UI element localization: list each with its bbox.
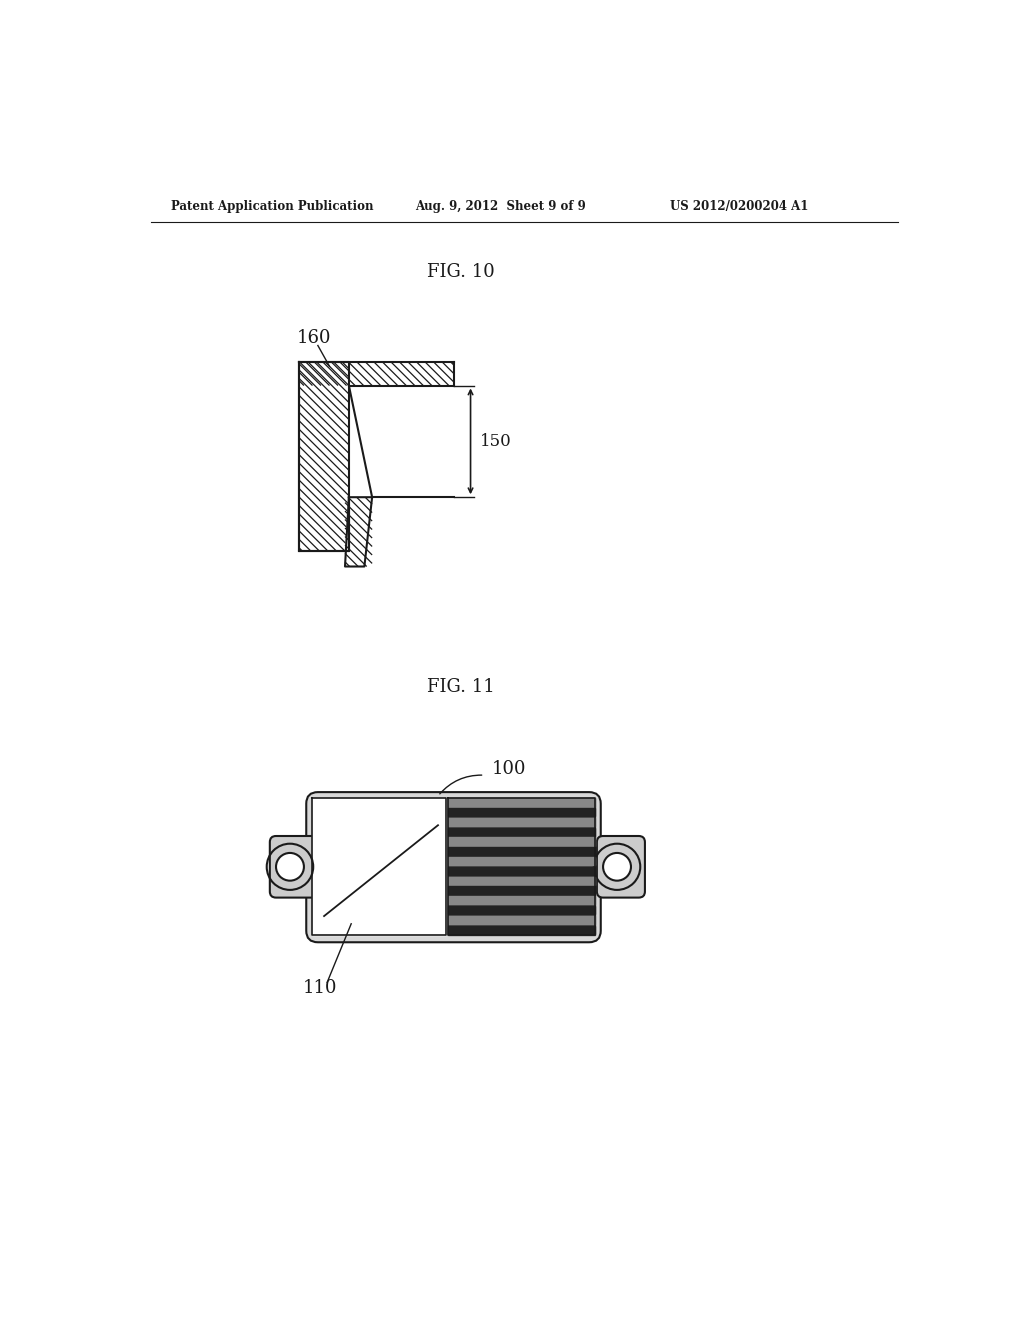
Text: FIG. 11: FIG. 11 bbox=[427, 677, 496, 696]
Text: Aug. 9, 2012  Sheet 9 of 9: Aug. 9, 2012 Sheet 9 of 9 bbox=[415, 199, 586, 213]
Polygon shape bbox=[449, 847, 595, 855]
Polygon shape bbox=[299, 363, 454, 385]
Polygon shape bbox=[345, 498, 372, 566]
Polygon shape bbox=[449, 818, 595, 826]
Circle shape bbox=[276, 853, 304, 880]
Polygon shape bbox=[312, 799, 445, 936]
Text: Patent Application Publication: Patent Application Publication bbox=[171, 199, 373, 213]
Polygon shape bbox=[449, 896, 595, 904]
Polygon shape bbox=[449, 828, 595, 836]
FancyBboxPatch shape bbox=[306, 792, 601, 942]
Text: US 2012/0200204 A1: US 2012/0200204 A1 bbox=[671, 199, 809, 213]
Text: 150: 150 bbox=[480, 433, 512, 450]
Polygon shape bbox=[449, 799, 595, 936]
Polygon shape bbox=[449, 857, 595, 866]
Polygon shape bbox=[449, 876, 595, 884]
FancyBboxPatch shape bbox=[270, 836, 317, 898]
FancyBboxPatch shape bbox=[597, 836, 645, 898]
Polygon shape bbox=[299, 363, 349, 552]
Polygon shape bbox=[449, 837, 595, 846]
Polygon shape bbox=[449, 867, 595, 875]
Polygon shape bbox=[449, 799, 595, 807]
Polygon shape bbox=[449, 925, 595, 933]
Polygon shape bbox=[449, 916, 595, 924]
Polygon shape bbox=[449, 906, 595, 915]
Text: 160: 160 bbox=[297, 329, 332, 347]
Text: 110: 110 bbox=[302, 979, 337, 998]
Text: 100: 100 bbox=[493, 760, 526, 777]
Polygon shape bbox=[349, 385, 454, 498]
Polygon shape bbox=[449, 808, 595, 816]
Circle shape bbox=[603, 853, 631, 880]
Text: FIG. 10: FIG. 10 bbox=[427, 264, 496, 281]
Polygon shape bbox=[449, 887, 595, 895]
